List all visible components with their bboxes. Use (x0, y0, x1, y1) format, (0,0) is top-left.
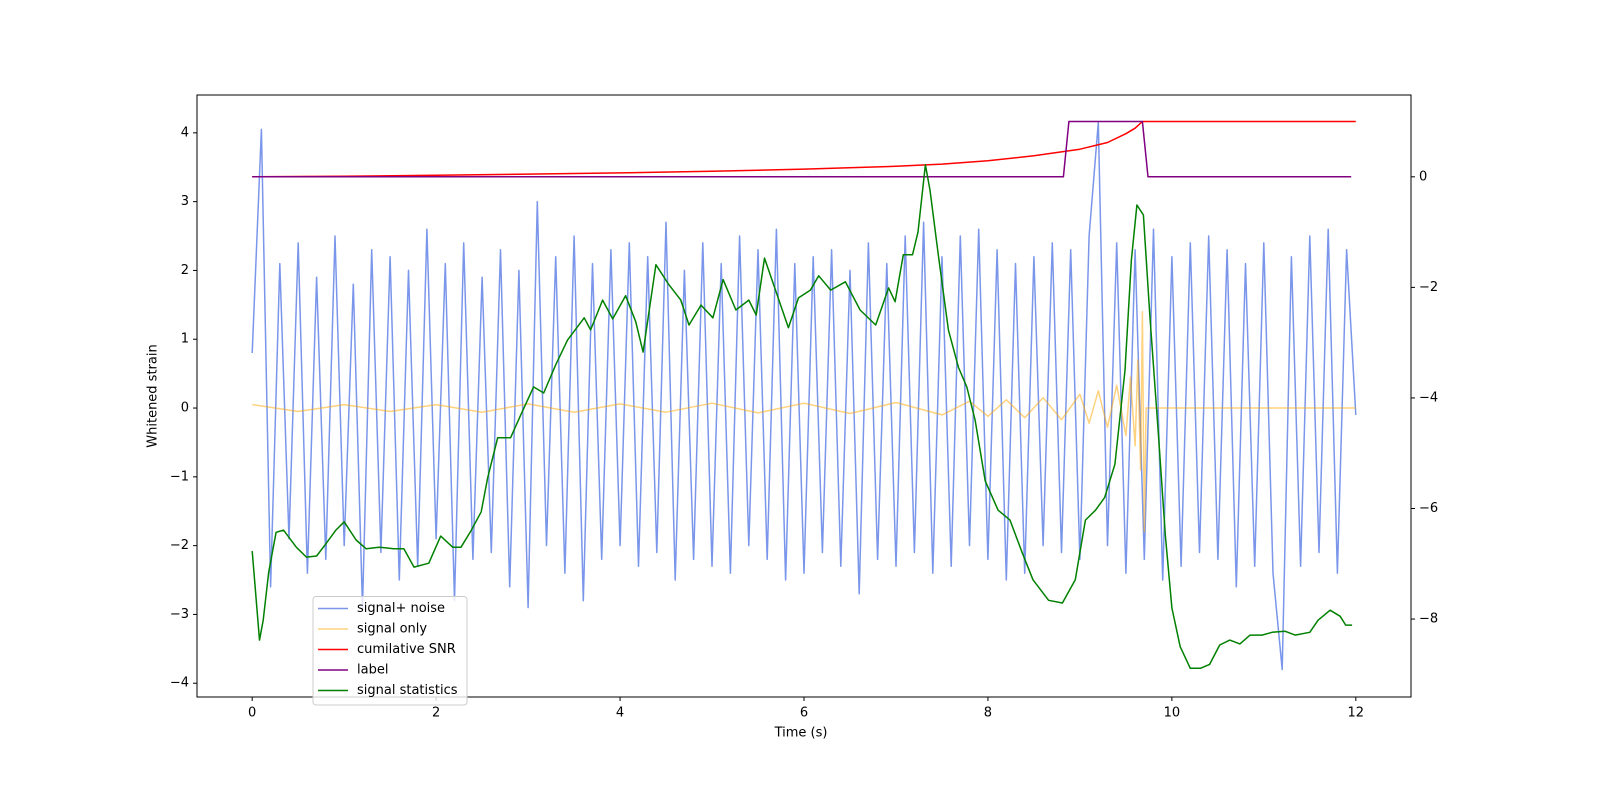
legend-box (312, 596, 468, 706)
legend: signal+ noise signal only cumilative SNR la… (312, 596, 468, 706)
plot-area (251, 120, 1357, 671)
x-tick-label: 10 (1164, 706, 1181, 721)
y2-tick-label: −8 (1419, 612, 1438, 627)
y-tick-label: −4 (170, 676, 189, 691)
y2-tick-label: −6 (1419, 501, 1438, 516)
y-tick-label: 2 (181, 263, 189, 278)
y-tick-label: −2 (170, 538, 189, 553)
y-tick-label: 0 (181, 401, 189, 416)
x-axis-label: Time (s) (774, 726, 828, 741)
y2-tick-label: −4 (1419, 390, 1438, 405)
y2-tick-label: 0 (1419, 169, 1427, 184)
x-tick-label: 8 (984, 706, 992, 721)
x-tick-label: 2 (432, 706, 440, 721)
y-axis-label: Whitened strain (146, 344, 161, 447)
y-tick-label: 4 (181, 125, 189, 140)
y-tick-label: 3 (181, 194, 189, 209)
series-line (252, 310, 1356, 533)
x-tick-label: 6 (800, 706, 808, 721)
x-tick-label: 4 (616, 706, 624, 721)
legend-label: cumilative SNR (357, 642, 456, 657)
series-line (251, 121, 1357, 671)
legend-label: signal statistics (357, 683, 458, 698)
legend-label: label (357, 663, 388, 678)
legend-label: signal only (357, 622, 427, 637)
x-tick-label: 0 (248, 706, 256, 721)
y-tick-label: 1 (181, 332, 189, 347)
y-tick-label: −1 (170, 469, 189, 484)
y2-tick-label: −2 (1419, 280, 1438, 295)
series-line (252, 120, 1356, 178)
series-line (251, 163, 1353, 670)
x-tick-label: 12 (1348, 706, 1365, 721)
y-tick-label: −3 (170, 607, 189, 622)
legend-label: signal+ noise (357, 601, 445, 616)
axes-frame (196, 94, 1412, 698)
